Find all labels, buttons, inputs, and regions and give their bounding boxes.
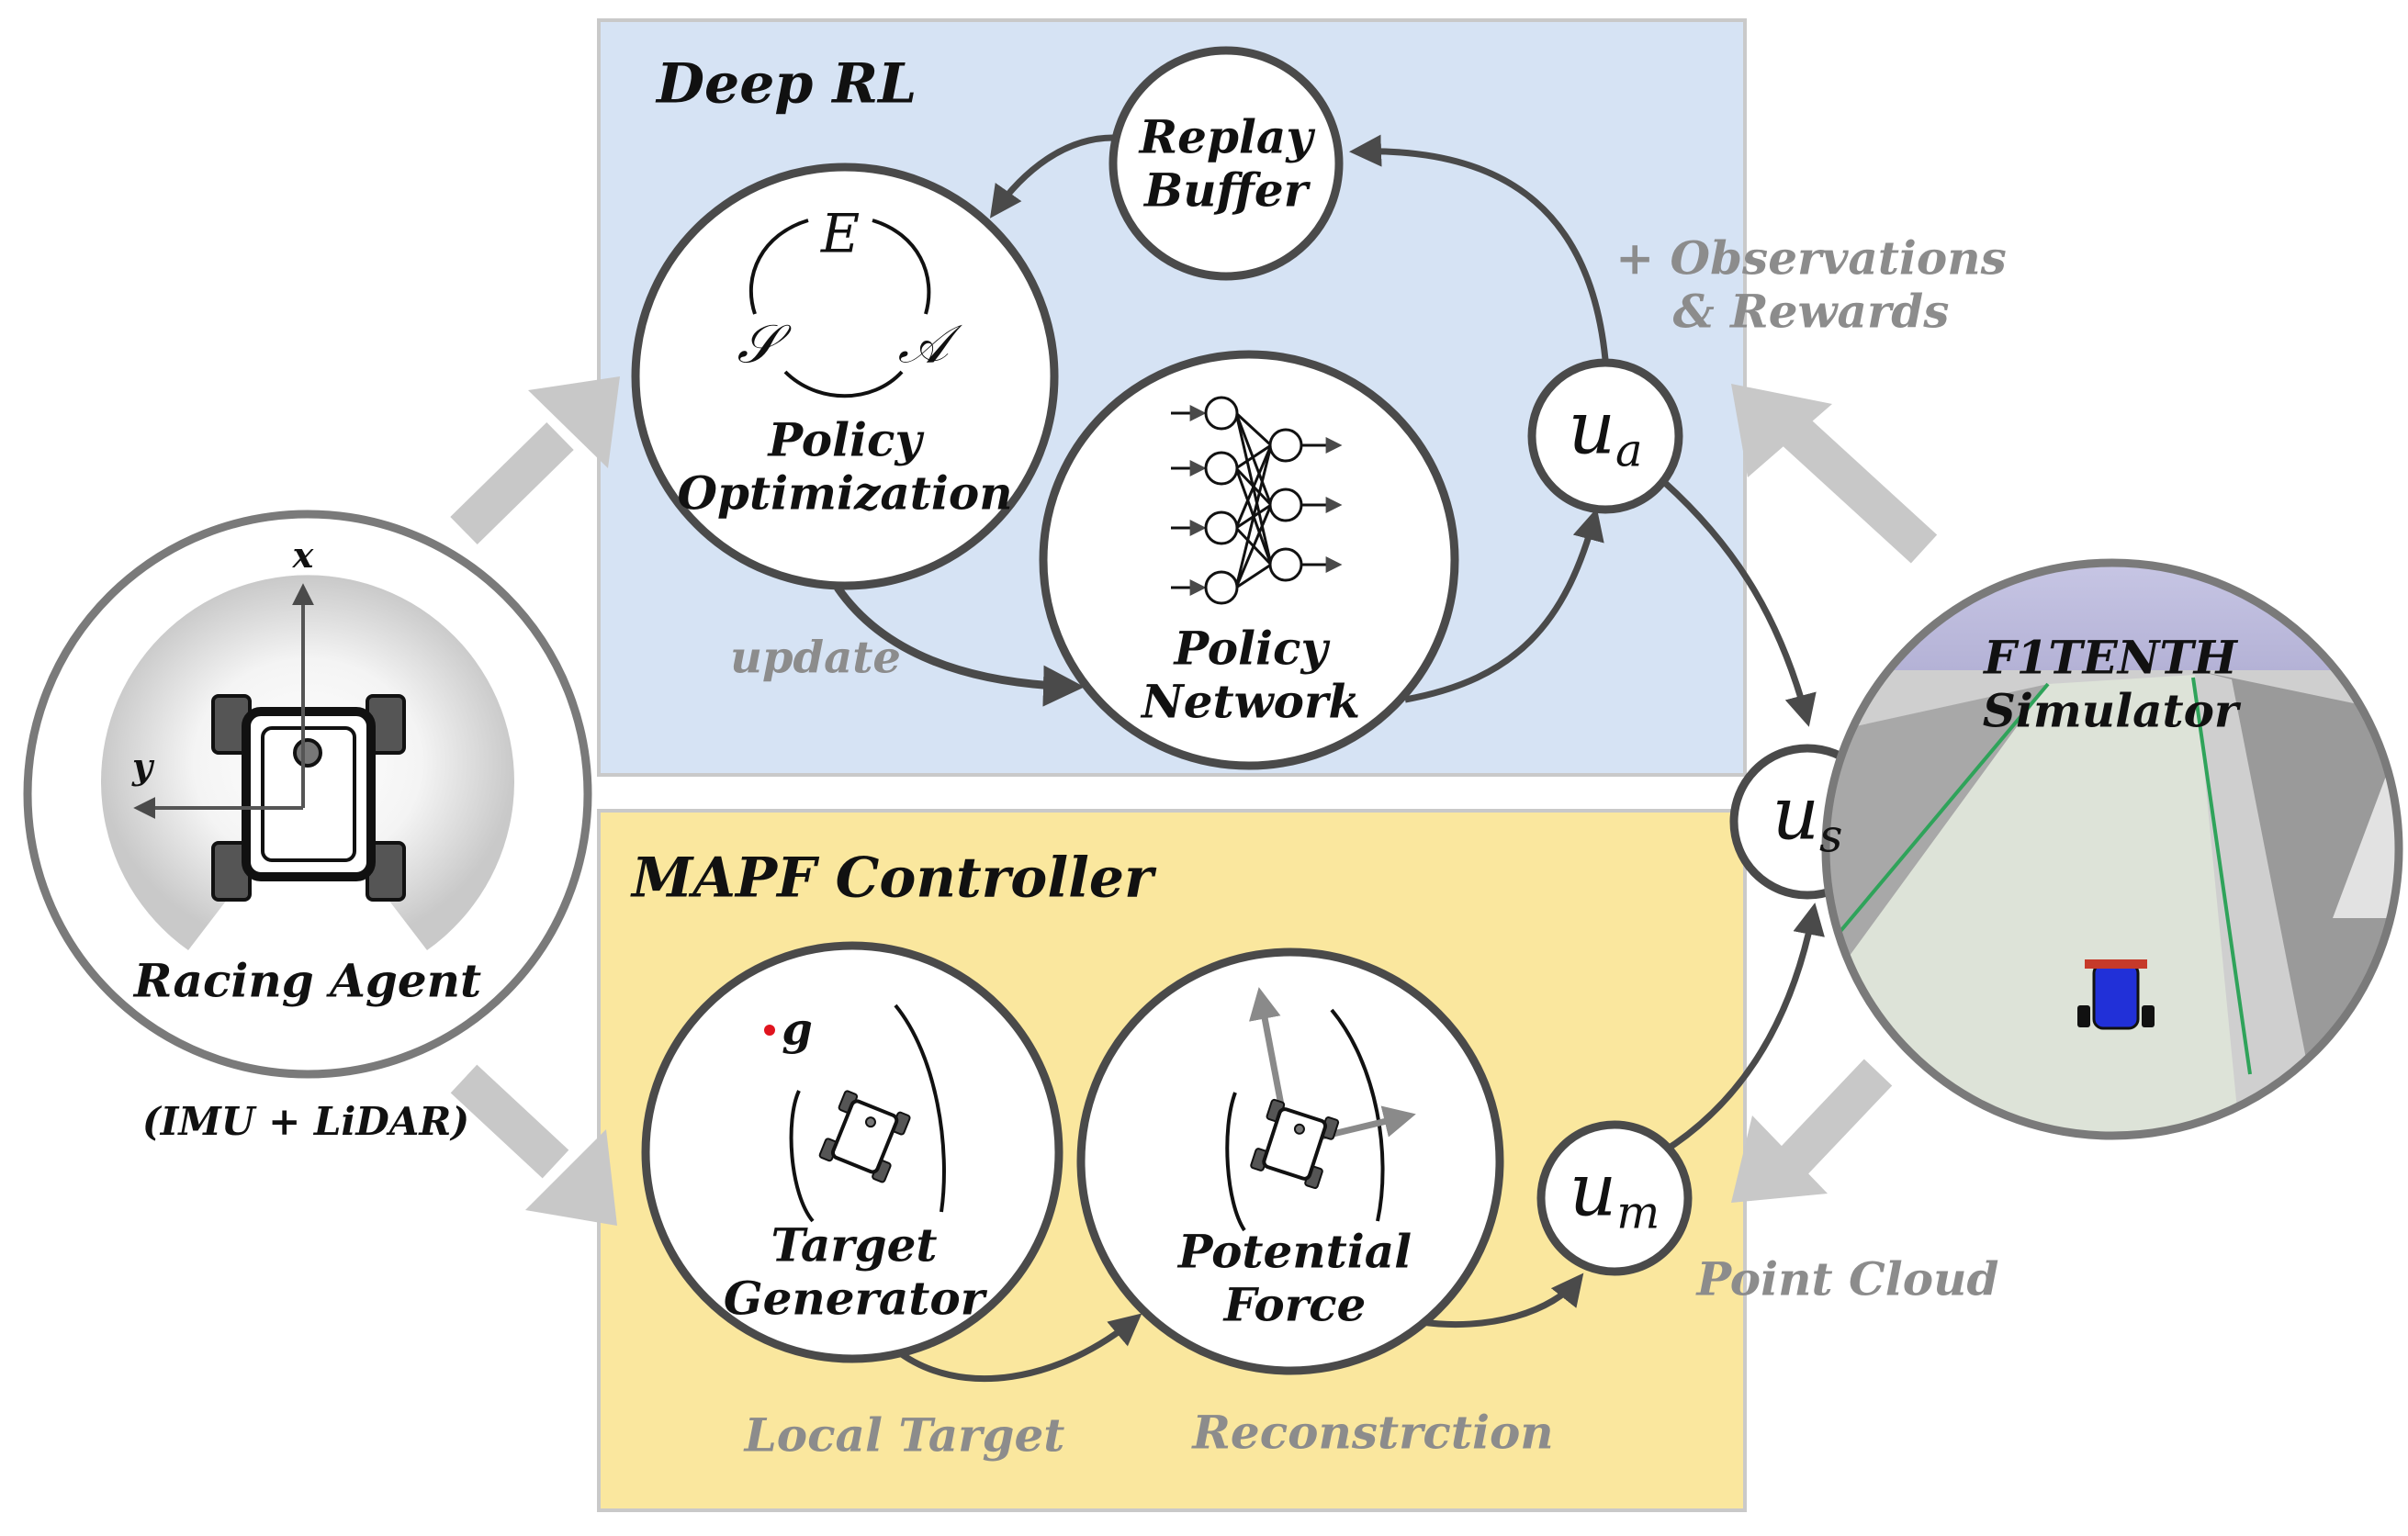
target-to-potential-edge — [893, 1313, 1142, 1383]
simulator-node — [1821, 558, 2403, 1140]
simulator-scene-icon — [1826, 563, 2399, 1136]
replay-buffer-node — [1108, 46, 1344, 281]
track-boundaries-icon — [789, 1003, 946, 1223]
small-car-icon-2 — [1250, 1098, 1340, 1190]
agent-to-deep-rl-arrow — [450, 376, 620, 544]
s-symbol: 𝒮 — [737, 312, 779, 376]
neural-network-icon — [1171, 396, 1343, 605]
um-label: um — [1569, 1147, 1660, 1239]
x-axis-label: x — [292, 534, 314, 577]
ua-node — [1527, 358, 1683, 514]
ua-to-us-edge — [1661, 479, 1817, 727]
um-to-us-edge — [1660, 903, 1825, 1155]
policy-optimization-label: Policy Optimization — [677, 412, 1013, 520]
policy-network-label: Policy Network — [1142, 621, 1360, 728]
small-car-icon — [818, 1090, 911, 1183]
goal-dot-icon — [764, 1025, 775, 1036]
racing-car-icon — [211, 694, 406, 902]
point-cloud-label: Point Cloud — [1696, 1251, 1999, 1306]
ua-to-replay-edge — [1349, 134, 1611, 387]
um-node — [1536, 1120, 1693, 1276]
replay-buffer-label: Replay Buffer — [1139, 109, 1313, 217]
us-label: us — [1772, 770, 1843, 863]
policy-optimization-node — [631, 163, 1059, 590]
replay-to-optimization-edge — [989, 134, 1114, 219]
update-label: update — [730, 632, 901, 684]
sea-cycle-icon — [748, 219, 931, 398]
potential-force-label: Potential Force — [1177, 1224, 1412, 1331]
mapf-controller-title: MAPF Controller — [632, 846, 1153, 911]
network-to-ua-edge — [1404, 508, 1604, 703]
potential-track-icon — [1225, 1008, 1385, 1232]
target-generator-label: Target Generator — [723, 1217, 985, 1325]
potential-to-um-edge — [1421, 1273, 1584, 1328]
goal-label: g — [782, 1003, 813, 1056]
deep-rl-title: Deep RL — [657, 51, 917, 117]
racing-agent-label: Racing Agent — [133, 953, 482, 1008]
simulator-to-mapf-arrow — [1731, 1059, 1893, 1203]
agent-to-mapf-arrow — [450, 1064, 617, 1226]
simulator-label: F1TENTH Simulator — [1982, 630, 2239, 737]
sensors-label: (IMU + LiDAR) — [141, 1098, 470, 1144]
a-symbol: 𝒜 — [897, 312, 949, 376]
local-target-label: Local Target — [744, 1407, 1065, 1463]
y-axis-label: y — [131, 746, 153, 788]
observations-label: + Observations & Rewards — [1615, 230, 2007, 338]
simulator-to-deep-rl-arrow — [1731, 384, 1938, 564]
ua-label: ua — [1568, 385, 1643, 477]
e-symbol: E — [820, 202, 861, 265]
reconstruction-label: Reconstrction — [1192, 1405, 1554, 1460]
optimization-update-edge — [834, 585, 1085, 707]
